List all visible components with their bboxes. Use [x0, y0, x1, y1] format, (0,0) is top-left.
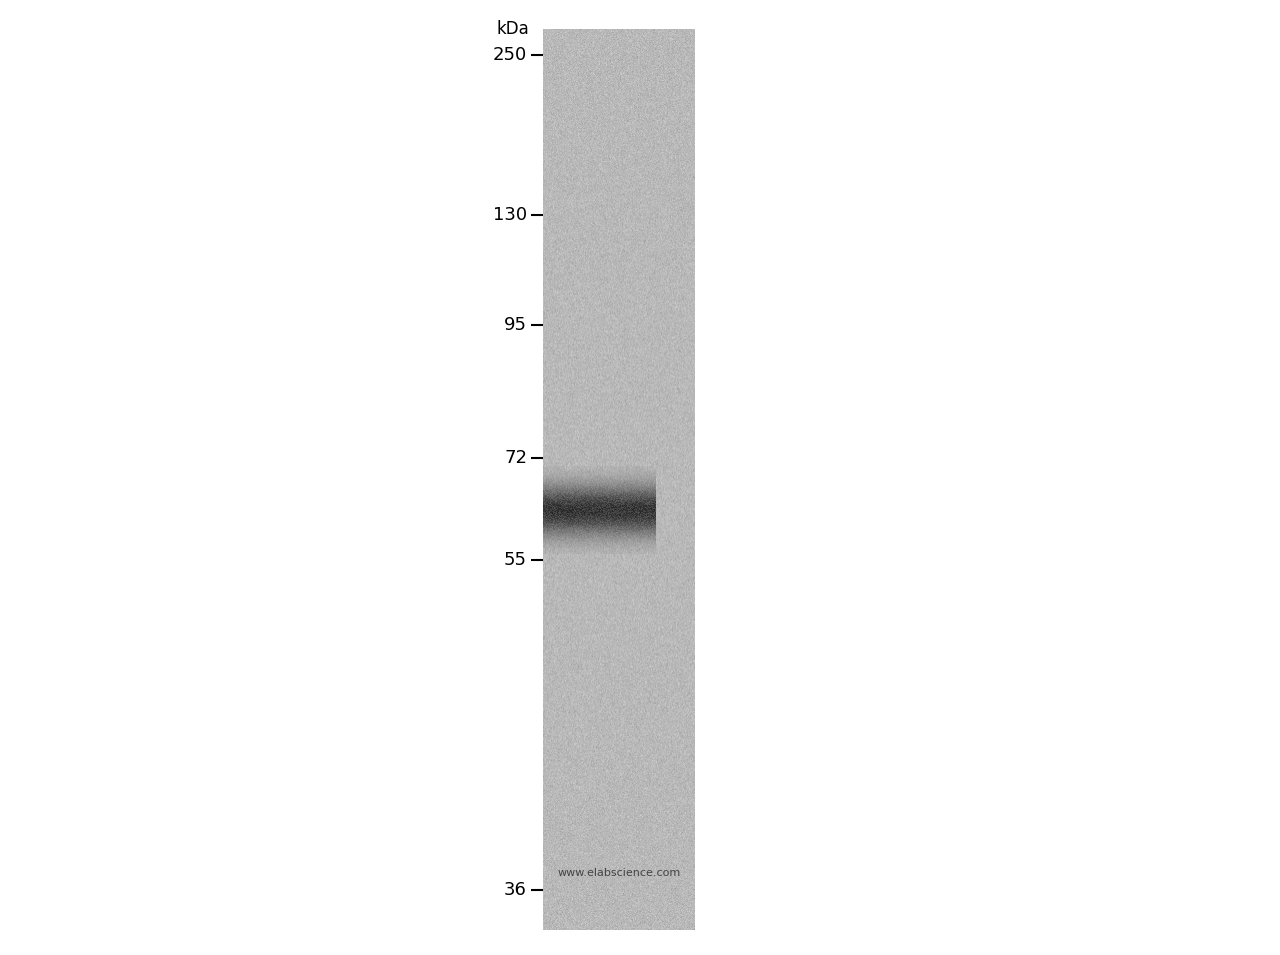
Text: www.elabscience.com: www.elabscience.com: [557, 868, 681, 878]
Text: kDa: kDa: [497, 20, 529, 38]
Text: 250: 250: [493, 46, 527, 64]
Text: 55: 55: [504, 551, 527, 569]
Text: 95: 95: [504, 316, 527, 334]
Text: 130: 130: [493, 206, 527, 224]
Text: 36: 36: [504, 881, 527, 899]
Text: 72: 72: [504, 449, 527, 467]
